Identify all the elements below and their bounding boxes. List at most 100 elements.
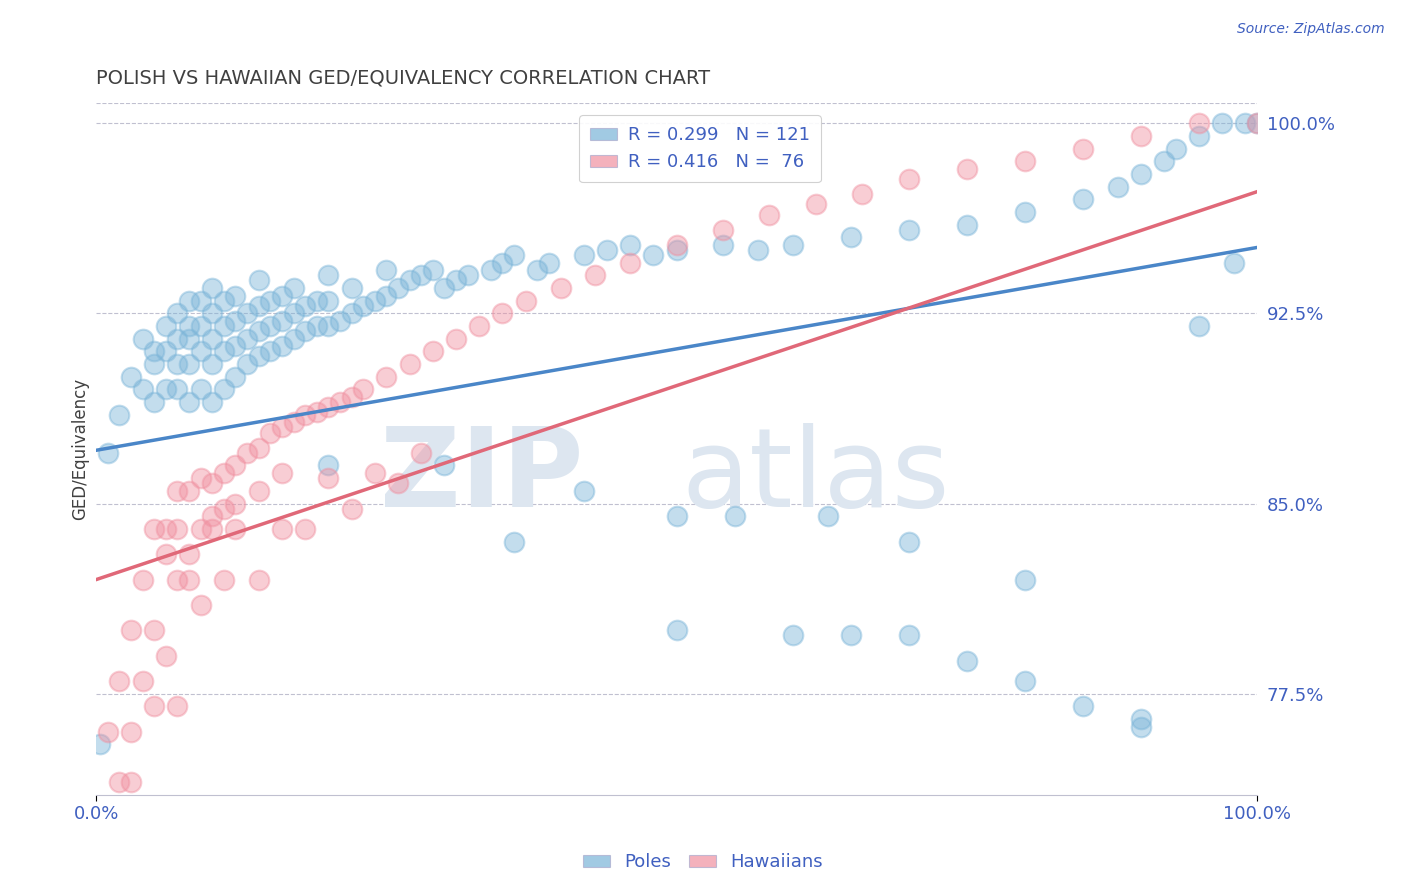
- Point: [97, 724, 120, 739]
- Point: [329, 395, 352, 409]
- Point: [340, 501, 363, 516]
- Point: [851, 187, 873, 202]
- Point: [166, 332, 188, 346]
- Point: [318, 471, 340, 485]
- Point: [665, 238, 688, 252]
- Point: [259, 344, 281, 359]
- Point: [143, 357, 166, 371]
- Point: [201, 281, 224, 295]
- Point: [177, 547, 200, 561]
- Point: [503, 534, 526, 549]
- Point: [155, 648, 177, 663]
- Point: [155, 547, 177, 561]
- Point: [224, 458, 246, 473]
- Point: [596, 243, 619, 257]
- Point: [643, 248, 665, 262]
- Point: [212, 501, 235, 516]
- Point: [120, 775, 142, 789]
- Point: [201, 357, 224, 371]
- Point: [782, 628, 804, 642]
- Point: [433, 281, 456, 295]
- Point: [387, 281, 409, 295]
- Point: [1071, 142, 1094, 156]
- Point: [166, 483, 188, 498]
- Point: [201, 306, 224, 320]
- Point: [550, 281, 572, 295]
- Point: [1223, 255, 1246, 269]
- Point: [283, 281, 305, 295]
- Point: [224, 522, 246, 536]
- Point: [572, 248, 595, 262]
- Point: [155, 319, 177, 334]
- Point: [619, 255, 641, 269]
- Point: [340, 281, 363, 295]
- Point: [131, 383, 153, 397]
- Point: [318, 319, 340, 334]
- Point: [177, 395, 200, 409]
- Point: [224, 288, 246, 302]
- Point: [503, 248, 526, 262]
- Point: [1014, 154, 1036, 169]
- Point: [212, 573, 235, 587]
- Point: [956, 161, 979, 176]
- Point: [1234, 116, 1257, 130]
- Text: Source: ZipAtlas.com: Source: ZipAtlas.com: [1237, 22, 1385, 37]
- Point: [444, 332, 467, 346]
- Point: [897, 223, 920, 237]
- Point: [190, 293, 212, 308]
- Point: [201, 395, 224, 409]
- Point: [457, 268, 479, 283]
- Point: [201, 332, 224, 346]
- Point: [166, 522, 188, 536]
- Point: [387, 476, 409, 491]
- Point: [212, 293, 235, 308]
- Y-axis label: GED/Equivalency: GED/Equivalency: [72, 378, 89, 520]
- Point: [131, 673, 153, 688]
- Point: [236, 357, 259, 371]
- Point: [665, 624, 688, 638]
- Point: [283, 416, 305, 430]
- Point: [212, 344, 235, 359]
- Point: [271, 522, 294, 536]
- Point: [782, 238, 804, 252]
- Point: [190, 471, 212, 485]
- Legend: Poles, Hawaiians: Poles, Hawaiians: [575, 847, 831, 879]
- Point: [364, 293, 387, 308]
- Point: [1071, 192, 1094, 206]
- Point: [283, 306, 305, 320]
- Point: [177, 319, 200, 334]
- Point: [120, 624, 142, 638]
- Point: [398, 273, 420, 287]
- Point: [190, 344, 212, 359]
- Point: [619, 238, 641, 252]
- Point: [1014, 205, 1036, 219]
- Point: [329, 314, 352, 328]
- Point: [247, 573, 270, 587]
- Point: [491, 255, 513, 269]
- Point: [583, 268, 606, 283]
- Point: [166, 306, 188, 320]
- Point: [131, 573, 153, 587]
- Point: [318, 458, 340, 473]
- Point: [1129, 128, 1152, 143]
- Point: [318, 268, 340, 283]
- Point: [1188, 319, 1211, 334]
- Point: [236, 306, 259, 320]
- Point: [318, 293, 340, 308]
- Point: [479, 263, 502, 277]
- Point: [1153, 154, 1175, 169]
- Point: [491, 306, 513, 320]
- Point: [166, 383, 188, 397]
- Legend: R = 0.299   N = 121, R = 0.416   N =  76: R = 0.299 N = 121, R = 0.416 N = 76: [579, 115, 821, 182]
- Point: [143, 344, 166, 359]
- Point: [398, 357, 420, 371]
- Point: [318, 400, 340, 414]
- Point: [665, 509, 688, 524]
- Point: [711, 238, 734, 252]
- Point: [375, 288, 398, 302]
- Point: [294, 299, 316, 313]
- Point: [515, 293, 537, 308]
- Point: [247, 324, 270, 338]
- Point: [305, 319, 328, 334]
- Point: [131, 332, 153, 346]
